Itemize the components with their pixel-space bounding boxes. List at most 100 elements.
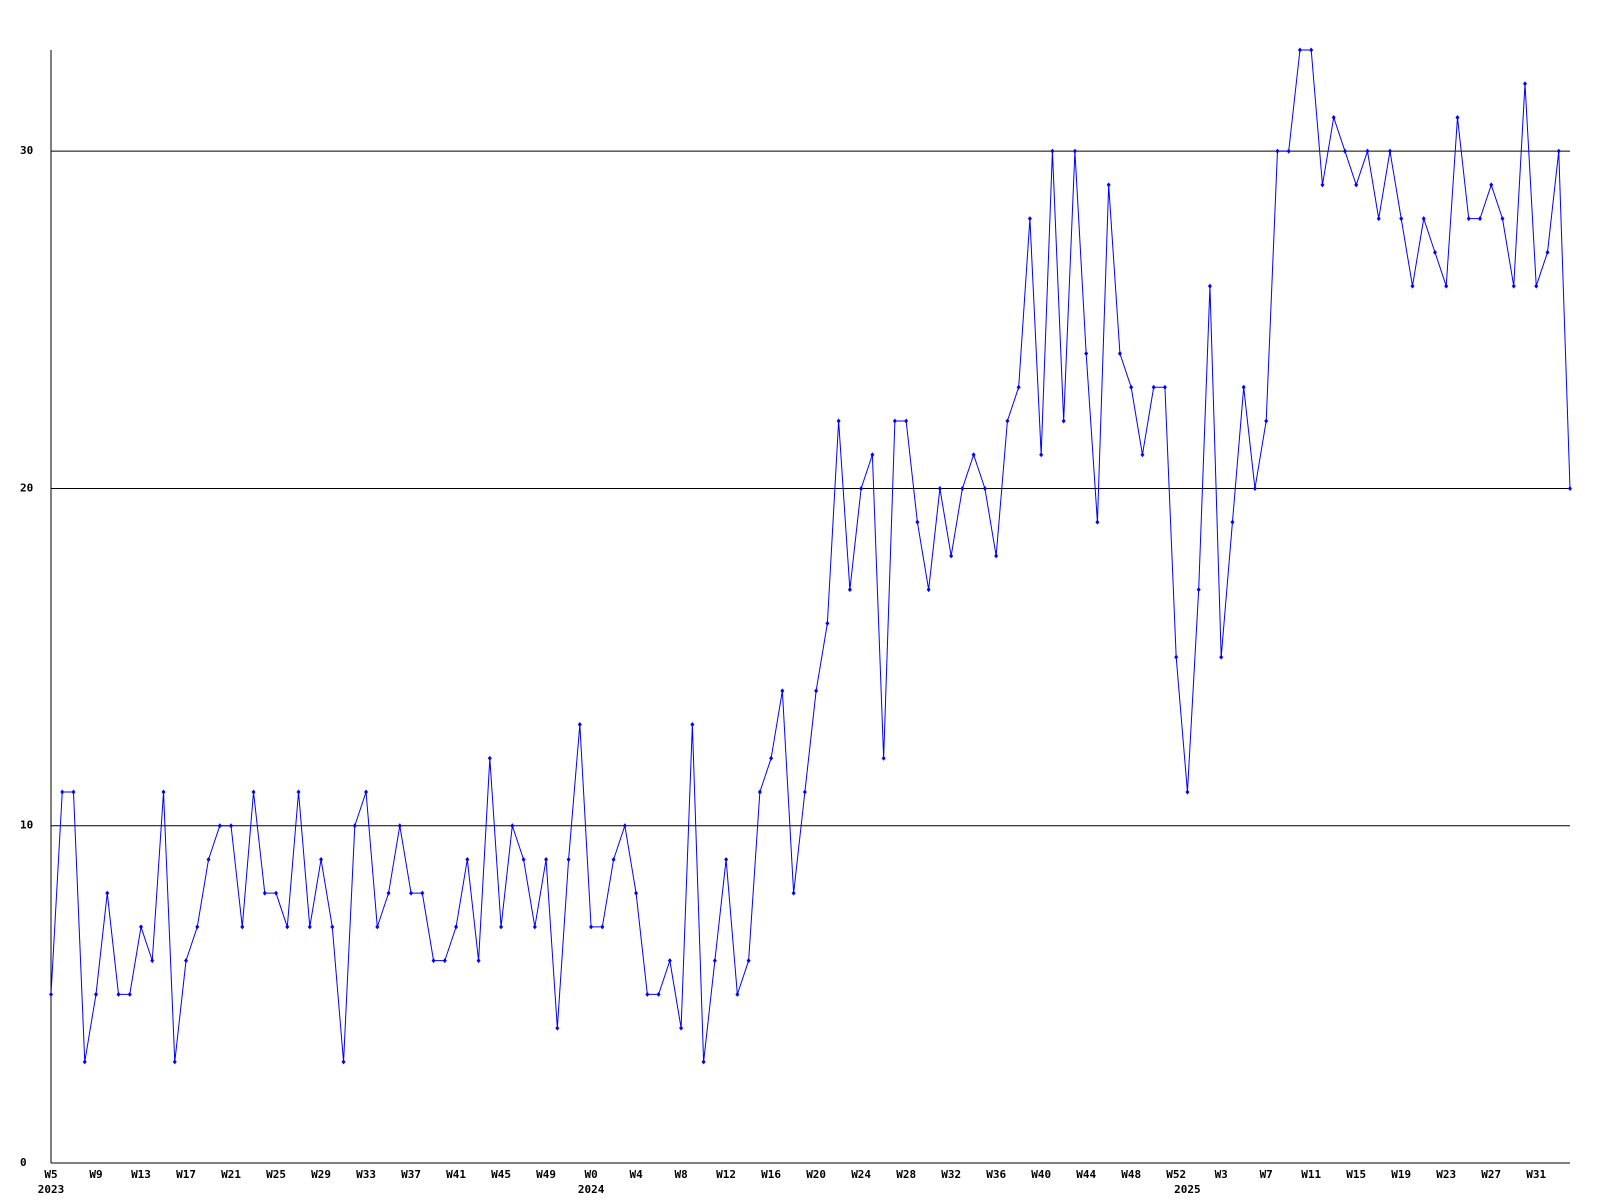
data-point bbox=[1297, 47, 1302, 53]
x-tick-label: W33 bbox=[356, 1168, 376, 1181]
x-tick-label: W21 bbox=[221, 1168, 241, 1181]
data-point bbox=[949, 553, 954, 559]
data-point bbox=[960, 485, 965, 491]
data-point bbox=[1556, 148, 1561, 154]
x-tick-label: W40 bbox=[1031, 1168, 1051, 1181]
data-point bbox=[285, 924, 290, 930]
data-point bbox=[724, 856, 729, 862]
data-point bbox=[1241, 384, 1246, 390]
data-point bbox=[1207, 283, 1212, 289]
data-point bbox=[251, 789, 256, 795]
data-point bbox=[1331, 114, 1336, 120]
x-tick-label: W44 bbox=[1076, 1168, 1096, 1181]
data-point bbox=[994, 553, 999, 559]
data-point bbox=[1387, 148, 1392, 154]
data-point bbox=[1230, 519, 1235, 525]
data-point bbox=[656, 991, 661, 997]
data-point bbox=[319, 856, 324, 862]
data-point bbox=[1117, 351, 1122, 357]
data-point bbox=[1061, 418, 1066, 424]
data-point bbox=[1005, 418, 1010, 424]
data-point bbox=[1455, 114, 1460, 120]
y-tick-label: 30 bbox=[20, 144, 33, 157]
data-point bbox=[1444, 283, 1449, 289]
data-point bbox=[611, 856, 616, 862]
x-tick-label: W9 bbox=[89, 1168, 102, 1181]
data-point bbox=[892, 418, 897, 424]
data-point bbox=[757, 789, 762, 795]
data-point bbox=[836, 418, 841, 424]
data-point bbox=[161, 789, 166, 795]
data-point bbox=[1432, 249, 1437, 255]
x-tick-label: W48 bbox=[1121, 1168, 1141, 1181]
data-point bbox=[982, 485, 987, 491]
x-year-label: 2025 bbox=[1174, 1183, 1201, 1196]
data-point bbox=[712, 958, 717, 964]
data-point bbox=[881, 755, 886, 761]
data-point bbox=[769, 755, 774, 761]
data-point bbox=[94, 991, 99, 997]
data-point bbox=[1027, 216, 1032, 222]
data-point bbox=[420, 890, 425, 896]
x-tick-label: W7 bbox=[1260, 1168, 1273, 1181]
data-point bbox=[1365, 148, 1370, 154]
data-point bbox=[127, 991, 132, 997]
data-point bbox=[1399, 216, 1404, 222]
data-point bbox=[690, 722, 695, 728]
data-point bbox=[589, 924, 594, 930]
data-point bbox=[555, 1025, 560, 1031]
data-point bbox=[240, 924, 245, 930]
data-point bbox=[71, 789, 76, 795]
data-point bbox=[1511, 283, 1516, 289]
data-point bbox=[859, 485, 864, 491]
data-point bbox=[1050, 148, 1055, 154]
data-point bbox=[150, 958, 155, 964]
data-point bbox=[386, 890, 391, 896]
x-tick-label: W45 bbox=[491, 1168, 511, 1181]
x-tick-label: W52 bbox=[1166, 1168, 1186, 1181]
x-tick-label: W27 bbox=[1481, 1168, 1501, 1181]
data-point bbox=[206, 856, 211, 862]
data-point bbox=[1286, 148, 1291, 154]
data-point bbox=[49, 991, 53, 997]
data-point bbox=[1466, 216, 1471, 222]
data-point bbox=[746, 958, 751, 964]
x-tick-label: W0 bbox=[584, 1168, 597, 1181]
data-point bbox=[139, 924, 144, 930]
data-point bbox=[195, 924, 200, 930]
x-tick-label: W41 bbox=[446, 1168, 466, 1181]
data-point bbox=[431, 958, 436, 964]
x-tick-label: W19 bbox=[1391, 1168, 1411, 1181]
data-point bbox=[735, 991, 740, 997]
data-point bbox=[60, 789, 65, 795]
data-point bbox=[1039, 452, 1044, 458]
data-point bbox=[532, 924, 537, 930]
data-point bbox=[645, 991, 650, 997]
data-point bbox=[1129, 384, 1134, 390]
x-tick-label: W20 bbox=[806, 1168, 826, 1181]
data-point bbox=[1162, 384, 1167, 390]
x-tick-label: W28 bbox=[896, 1168, 916, 1181]
data-point bbox=[184, 958, 189, 964]
data-point bbox=[352, 823, 357, 829]
data-point bbox=[544, 856, 549, 862]
data-point bbox=[622, 823, 627, 829]
x-year-label: 2023 bbox=[38, 1183, 65, 1196]
data-point bbox=[397, 823, 402, 829]
data-point bbox=[1477, 216, 1482, 222]
data-point bbox=[454, 924, 459, 930]
data-point bbox=[1275, 148, 1280, 154]
x-tick-label: W8 bbox=[674, 1168, 687, 1181]
x-tick-label: W11 bbox=[1301, 1168, 1321, 1181]
data-point bbox=[1354, 182, 1359, 188]
data-point bbox=[465, 856, 470, 862]
data-point bbox=[802, 789, 807, 795]
data-point bbox=[1174, 654, 1179, 660]
x-tick-label: W16 bbox=[761, 1168, 781, 1181]
data-point bbox=[1084, 351, 1089, 357]
data-point bbox=[409, 890, 414, 896]
data-point bbox=[296, 789, 301, 795]
x-year-label: 2024 bbox=[578, 1183, 605, 1196]
data-point bbox=[825, 620, 830, 626]
data-point bbox=[1095, 519, 1100, 525]
